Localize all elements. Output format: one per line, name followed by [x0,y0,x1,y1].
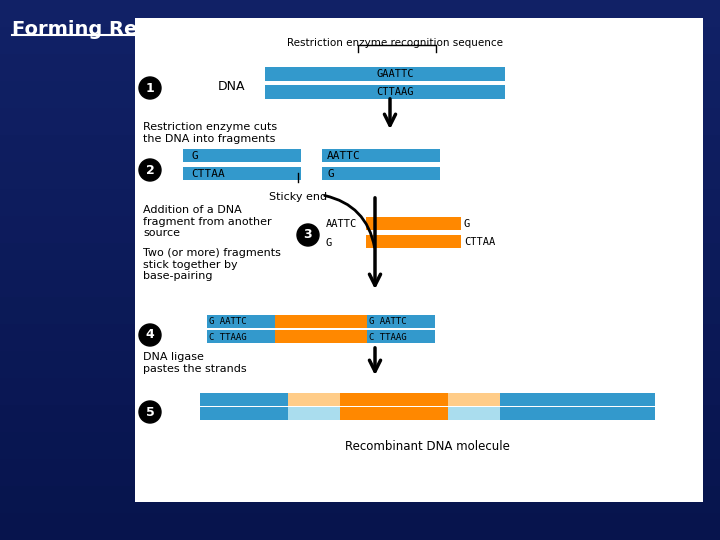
Bar [200,393,288,406]
Text: Recombinant DNA molecule: Recombinant DNA molecule [345,440,510,453]
Bar [0,81,720,108]
Text: GAATTC: GAATTC [377,69,414,79]
Text: 3: 3 [304,228,312,241]
Text: Addition of a DNA
fragment from another
source: Addition of a DNA fragment from another … [143,205,271,238]
Bar [0,243,720,270]
Bar [340,407,448,420]
Bar [0,0,720,27]
Bar [322,149,440,162]
Bar [0,270,720,297]
Bar [0,162,720,189]
Bar [0,324,720,351]
Text: CTTAA: CTTAA [191,169,225,179]
Bar [0,351,720,378]
Text: Sticky end: Sticky end [269,192,327,202]
Circle shape [139,401,161,423]
Bar [367,315,435,328]
Bar [322,167,440,180]
Text: G: G [327,169,334,179]
Bar [288,407,340,420]
Bar [183,149,301,162]
Text: G: G [464,219,470,229]
Bar [275,330,367,343]
Bar [135,18,703,502]
Bar [366,217,461,230]
Circle shape [139,77,161,99]
Text: Forming Recombinant DNA using Restriction Enzymes:: Forming Recombinant DNA using Restrictio… [12,20,612,39]
Text: Restriction enzyme cuts
the DNA into fragments: Restriction enzyme cuts the DNA into fra… [143,122,277,144]
Bar [265,67,505,81]
Text: G AATTC: G AATTC [369,318,407,327]
Text: CTTAA: CTTAA [464,237,495,247]
Bar [183,167,301,180]
Bar [200,407,288,420]
Text: G AATTC: G AATTC [209,318,247,327]
Text: 4: 4 [145,328,154,341]
Text: 1: 1 [145,82,154,94]
Text: Restriction enzyme recognition sequence: Restriction enzyme recognition sequence [287,38,503,48]
Bar [366,235,461,248]
Bar [0,486,720,513]
Bar [0,432,720,459]
Bar [0,189,720,216]
Text: C TTAAG: C TTAAG [209,333,247,341]
Bar [0,54,720,81]
Text: Two (or more) fragments
stick together by
base-pairing: Two (or more) fragments stick together b… [143,248,281,281]
Bar [265,85,505,99]
Bar [0,27,720,54]
Bar [275,315,367,328]
Text: CTTAAG: CTTAAG [377,87,414,97]
Bar [288,393,340,406]
Bar [0,108,720,135]
Text: DNA: DNA [218,79,246,92]
Bar [0,216,720,243]
Bar [207,315,275,328]
Text: G: G [326,238,332,248]
Text: 2: 2 [145,164,154,177]
Bar [0,378,720,405]
Bar [500,393,655,406]
Bar [0,513,720,540]
Text: G: G [191,151,198,161]
Text: AATTC: AATTC [327,151,361,161]
Bar [0,405,720,432]
Bar [0,459,720,486]
Text: C TTAAG: C TTAAG [369,333,407,341]
Circle shape [139,159,161,181]
Bar [448,407,500,420]
Bar [367,330,435,343]
Bar [207,330,275,343]
Circle shape [297,224,319,246]
Text: DNA ligase
pastes the strands: DNA ligase pastes the strands [143,352,247,374]
Bar [448,393,500,406]
Circle shape [139,324,161,346]
Bar [0,135,720,162]
Bar [340,393,448,406]
Bar [0,297,720,324]
Text: 5: 5 [145,406,154,419]
Text: AATTC: AATTC [326,219,357,229]
Bar [500,407,655,420]
